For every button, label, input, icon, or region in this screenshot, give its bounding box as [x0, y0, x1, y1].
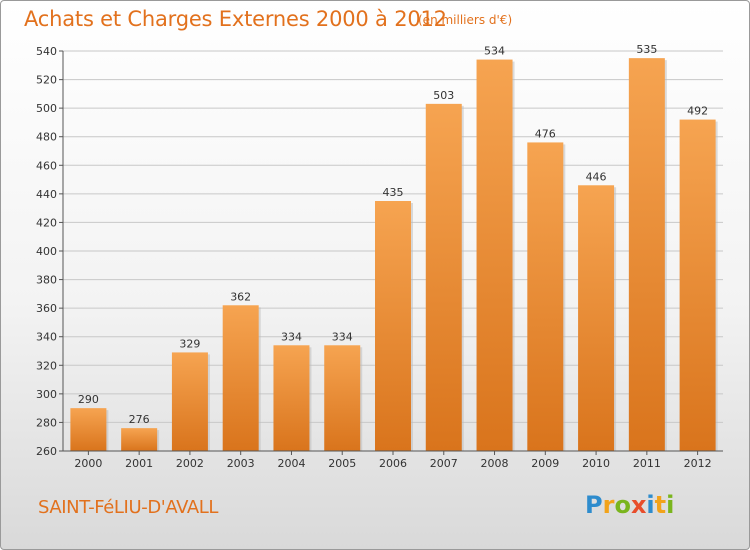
bar [578, 185, 615, 452]
bar [679, 119, 716, 452]
data-label: 334 [332, 330, 353, 343]
y-tick-label: 520 [36, 74, 57, 87]
x-tick-label: 2005 [328, 457, 356, 470]
x-axis: 2000 2001 2002 2003 2004 2005 2006 2007 2008 2009… [63, 450, 723, 470]
data-label: 362 [230, 290, 251, 303]
y-tick-label: 320 [36, 359, 57, 372]
y-tick-label: 380 [36, 274, 57, 287]
data-label: 476 [535, 127, 556, 140]
bars [70, 58, 718, 452]
data-label: 334 [281, 330, 302, 343]
x-tick-label: 2001 [125, 457, 153, 470]
data-labels: 290 276 329 362 334 334 435 503 534 476 446 535 492 [78, 43, 708, 426]
bar [70, 408, 107, 451]
x-tick-label: 2000 [74, 457, 102, 470]
bar [273, 345, 310, 451]
y-tick-label: 400 [36, 245, 57, 258]
y-axis: 260 280 300 320 340 360 380 400 420 440 460 480 500 5… [36, 45, 64, 458]
data-label: 534 [484, 45, 505, 58]
x-tick-label: 2011 [633, 457, 661, 470]
data-label: 535 [636, 43, 657, 56]
y-tick-label: 500 [36, 102, 57, 115]
y-tick-label: 260 [36, 445, 57, 458]
y-tick-label: 340 [36, 331, 57, 344]
y-tick-label: 460 [36, 159, 57, 172]
unit-label: (en milliers d'€) [418, 13, 513, 27]
proxiti-logo: Proxiti [585, 491, 675, 519]
x-tick-label: 2008 [481, 457, 509, 470]
x-tick-label: 2012 [684, 457, 712, 470]
x-tick-label: 2009 [531, 457, 559, 470]
commune-name: SAINT-FéLIU-D'AVALL [38, 497, 219, 518]
x-tick-label: 2010 [582, 457, 610, 470]
data-label: 435 [383, 186, 404, 199]
bar [628, 58, 665, 452]
x-tick-label: 2006 [379, 457, 407, 470]
bar [425, 103, 462, 451]
y-tick-label: 280 [36, 416, 57, 429]
bar [375, 201, 411, 451]
data-label: 492 [687, 105, 708, 118]
y-tick-label: 440 [36, 188, 57, 201]
data-label: 503 [433, 89, 454, 102]
data-label: 276 [129, 413, 150, 426]
bar [527, 142, 564, 451]
bar [476, 59, 513, 451]
bar [222, 305, 259, 451]
data-label: 290 [78, 393, 99, 406]
x-tick-label: 2004 [277, 457, 305, 470]
y-tick-label: 420 [36, 216, 57, 229]
x-tick-label: 2007 [430, 457, 458, 470]
chart-title: Achats et Charges Externes 2000 à 2012 [24, 7, 447, 31]
bar [121, 428, 158, 451]
bar [324, 345, 361, 451]
x-tick-label: 2003 [227, 457, 255, 470]
x-tick-label: 2002 [176, 457, 204, 470]
data-label: 446 [586, 170, 607, 183]
y-tick-label: 540 [36, 45, 57, 58]
bar [171, 352, 208, 451]
y-tick-label: 480 [36, 131, 57, 144]
data-label: 329 [179, 337, 200, 350]
y-tick-label: 360 [36, 302, 57, 315]
y-tick-label: 300 [36, 388, 57, 401]
